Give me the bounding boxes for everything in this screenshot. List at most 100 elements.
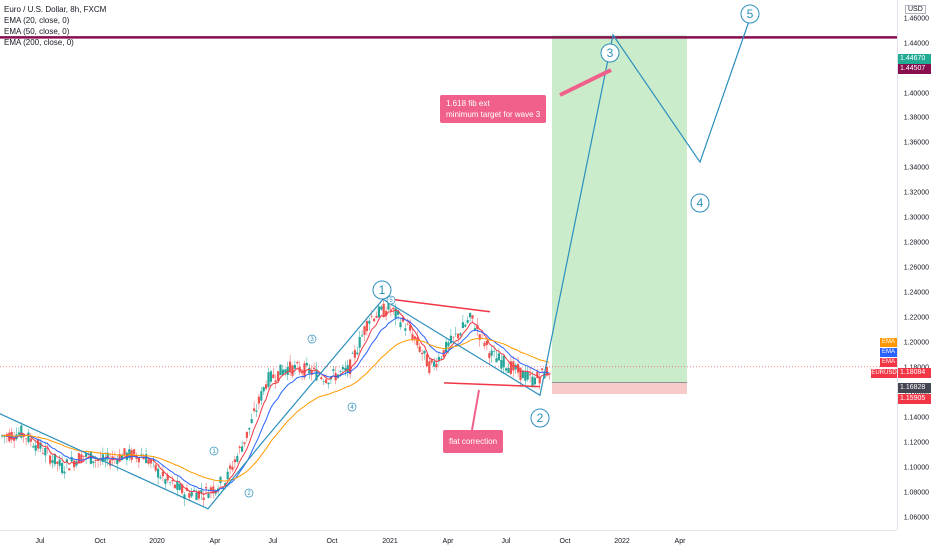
candle-body — [190, 492, 193, 497]
candle-body — [121, 455, 124, 461]
price-tick-label: 1.28000 — [903, 239, 929, 247]
candle-body — [219, 476, 222, 484]
candle-body — [41, 453, 44, 454]
candle-body — [25, 438, 28, 440]
flat-upper-line — [390, 298, 491, 313]
candle-body — [519, 367, 522, 380]
price-tick-label: 1.36000 — [903, 139, 929, 147]
candle-body — [344, 367, 347, 371]
legend-symbol-title: Euro / U.S. Dollar, 8h, FXCM — [4, 5, 107, 14]
time-tick-label: Jul — [501, 538, 511, 545]
candle-body — [495, 358, 498, 363]
candle-body — [365, 321, 368, 332]
candle-body — [255, 410, 258, 412]
candle-body — [529, 374, 532, 376]
candle-body — [82, 455, 85, 457]
candle-body — [507, 368, 510, 373]
candle-body — [257, 396, 260, 404]
candle-body — [389, 309, 392, 311]
chart-legend: Euro / U.S. Dollar, 8h, FXCM EMA (20, cl… — [4, 4, 106, 48]
candle-body — [404, 328, 407, 331]
candle-body — [226, 471, 229, 480]
price-tick-label: 1.06000 — [903, 514, 929, 522]
candle-body — [265, 384, 268, 389]
flat-correction-callout[interactable]: flat correction — [443, 430, 504, 453]
candle-body — [113, 457, 116, 459]
candle-body — [94, 459, 97, 461]
time-tick-label: Oct — [559, 538, 571, 545]
candle-body — [409, 325, 412, 331]
price-axis[interactable]: 1.460001.440001.420001.400001.380001.360… — [897, 0, 932, 530]
candle-body — [291, 365, 294, 376]
candle-body — [37, 439, 40, 449]
wave-label-circle — [690, 193, 710, 213]
candle-body — [245, 431, 248, 438]
candle-body — [411, 334, 414, 340]
candle-body — [377, 306, 380, 318]
candle-body — [303, 363, 306, 378]
price-tick-label: 1.32000 — [903, 189, 929, 197]
candle-body — [286, 366, 289, 375]
candle-body — [243, 442, 246, 444]
time-tick-label: 2022 — [614, 538, 630, 545]
candle-body — [310, 370, 313, 375]
price-tick-label: 1.14000 — [903, 414, 929, 422]
candle-body — [277, 371, 280, 381]
currency-label[interactable]: USD — [905, 5, 926, 14]
candle-body — [241, 446, 244, 452]
minor-wave-label: 5 — [389, 298, 393, 304]
price-tick-label: 1.20000 — [903, 339, 929, 347]
candle-body — [195, 492, 198, 501]
price-tick-label: 1.38000 — [903, 114, 929, 122]
candle-body — [183, 494, 186, 499]
candle-body — [399, 322, 402, 328]
candle-body — [272, 374, 275, 378]
candle-body — [473, 328, 476, 330]
wave-label: 5 — [747, 7, 754, 21]
time-tick-label: Jul — [268, 538, 278, 545]
candle-body — [118, 454, 121, 462]
wave-label-circle — [740, 4, 760, 24]
candle-body — [325, 379, 328, 384]
candle-body — [440, 358, 443, 360]
candle-body — [181, 484, 184, 494]
candle-body — [454, 333, 457, 335]
candle-body — [274, 380, 277, 383]
candle-body — [262, 387, 265, 392]
fib-extension-callout[interactable]: 1.618 fib ext minimum target for wave 3 — [440, 95, 547, 123]
candle-body — [145, 454, 148, 464]
ema-badge-20: EMA — [880, 358, 897, 367]
candle-body — [161, 471, 164, 477]
time-axis[interactable]: Jul Oct 2020 Apr Jul Oct 2021 Apr Jul Oct 2022 Apr — [0, 530, 897, 551]
candle-body — [394, 308, 397, 319]
price-tick-label: 1.22000 — [903, 314, 929, 322]
candle-body — [111, 456, 114, 461]
candle-body — [401, 317, 404, 322]
minor-wave-circle — [307, 334, 317, 344]
candle-body — [80, 454, 83, 463]
loss-zone — [552, 382, 687, 395]
symbol-badge: EURUSD — [871, 369, 897, 378]
candle-body — [109, 460, 112, 466]
ema-50-line — [2, 316, 550, 492]
candle-body — [466, 320, 469, 323]
candle-body — [313, 367, 316, 369]
candle-body — [483, 342, 486, 347]
candle-body — [548, 373, 551, 375]
wave-label: 4 — [697, 196, 704, 210]
candle-body — [236, 456, 239, 462]
candle-body — [202, 497, 205, 501]
candle-body — [538, 377, 541, 384]
candle-body — [301, 371, 304, 374]
candle-body — [541, 368, 544, 371]
minor-wave-circle — [244, 488, 254, 498]
price-tick-label: 1.40000 — [903, 90, 929, 98]
candle-body — [497, 353, 500, 361]
candle-body — [449, 335, 452, 344]
candle-body — [27, 432, 30, 443]
price-tick-label: 1.08000 — [903, 489, 929, 497]
candle-body — [51, 460, 54, 463]
time-tick-label: 2021 — [382, 538, 398, 545]
